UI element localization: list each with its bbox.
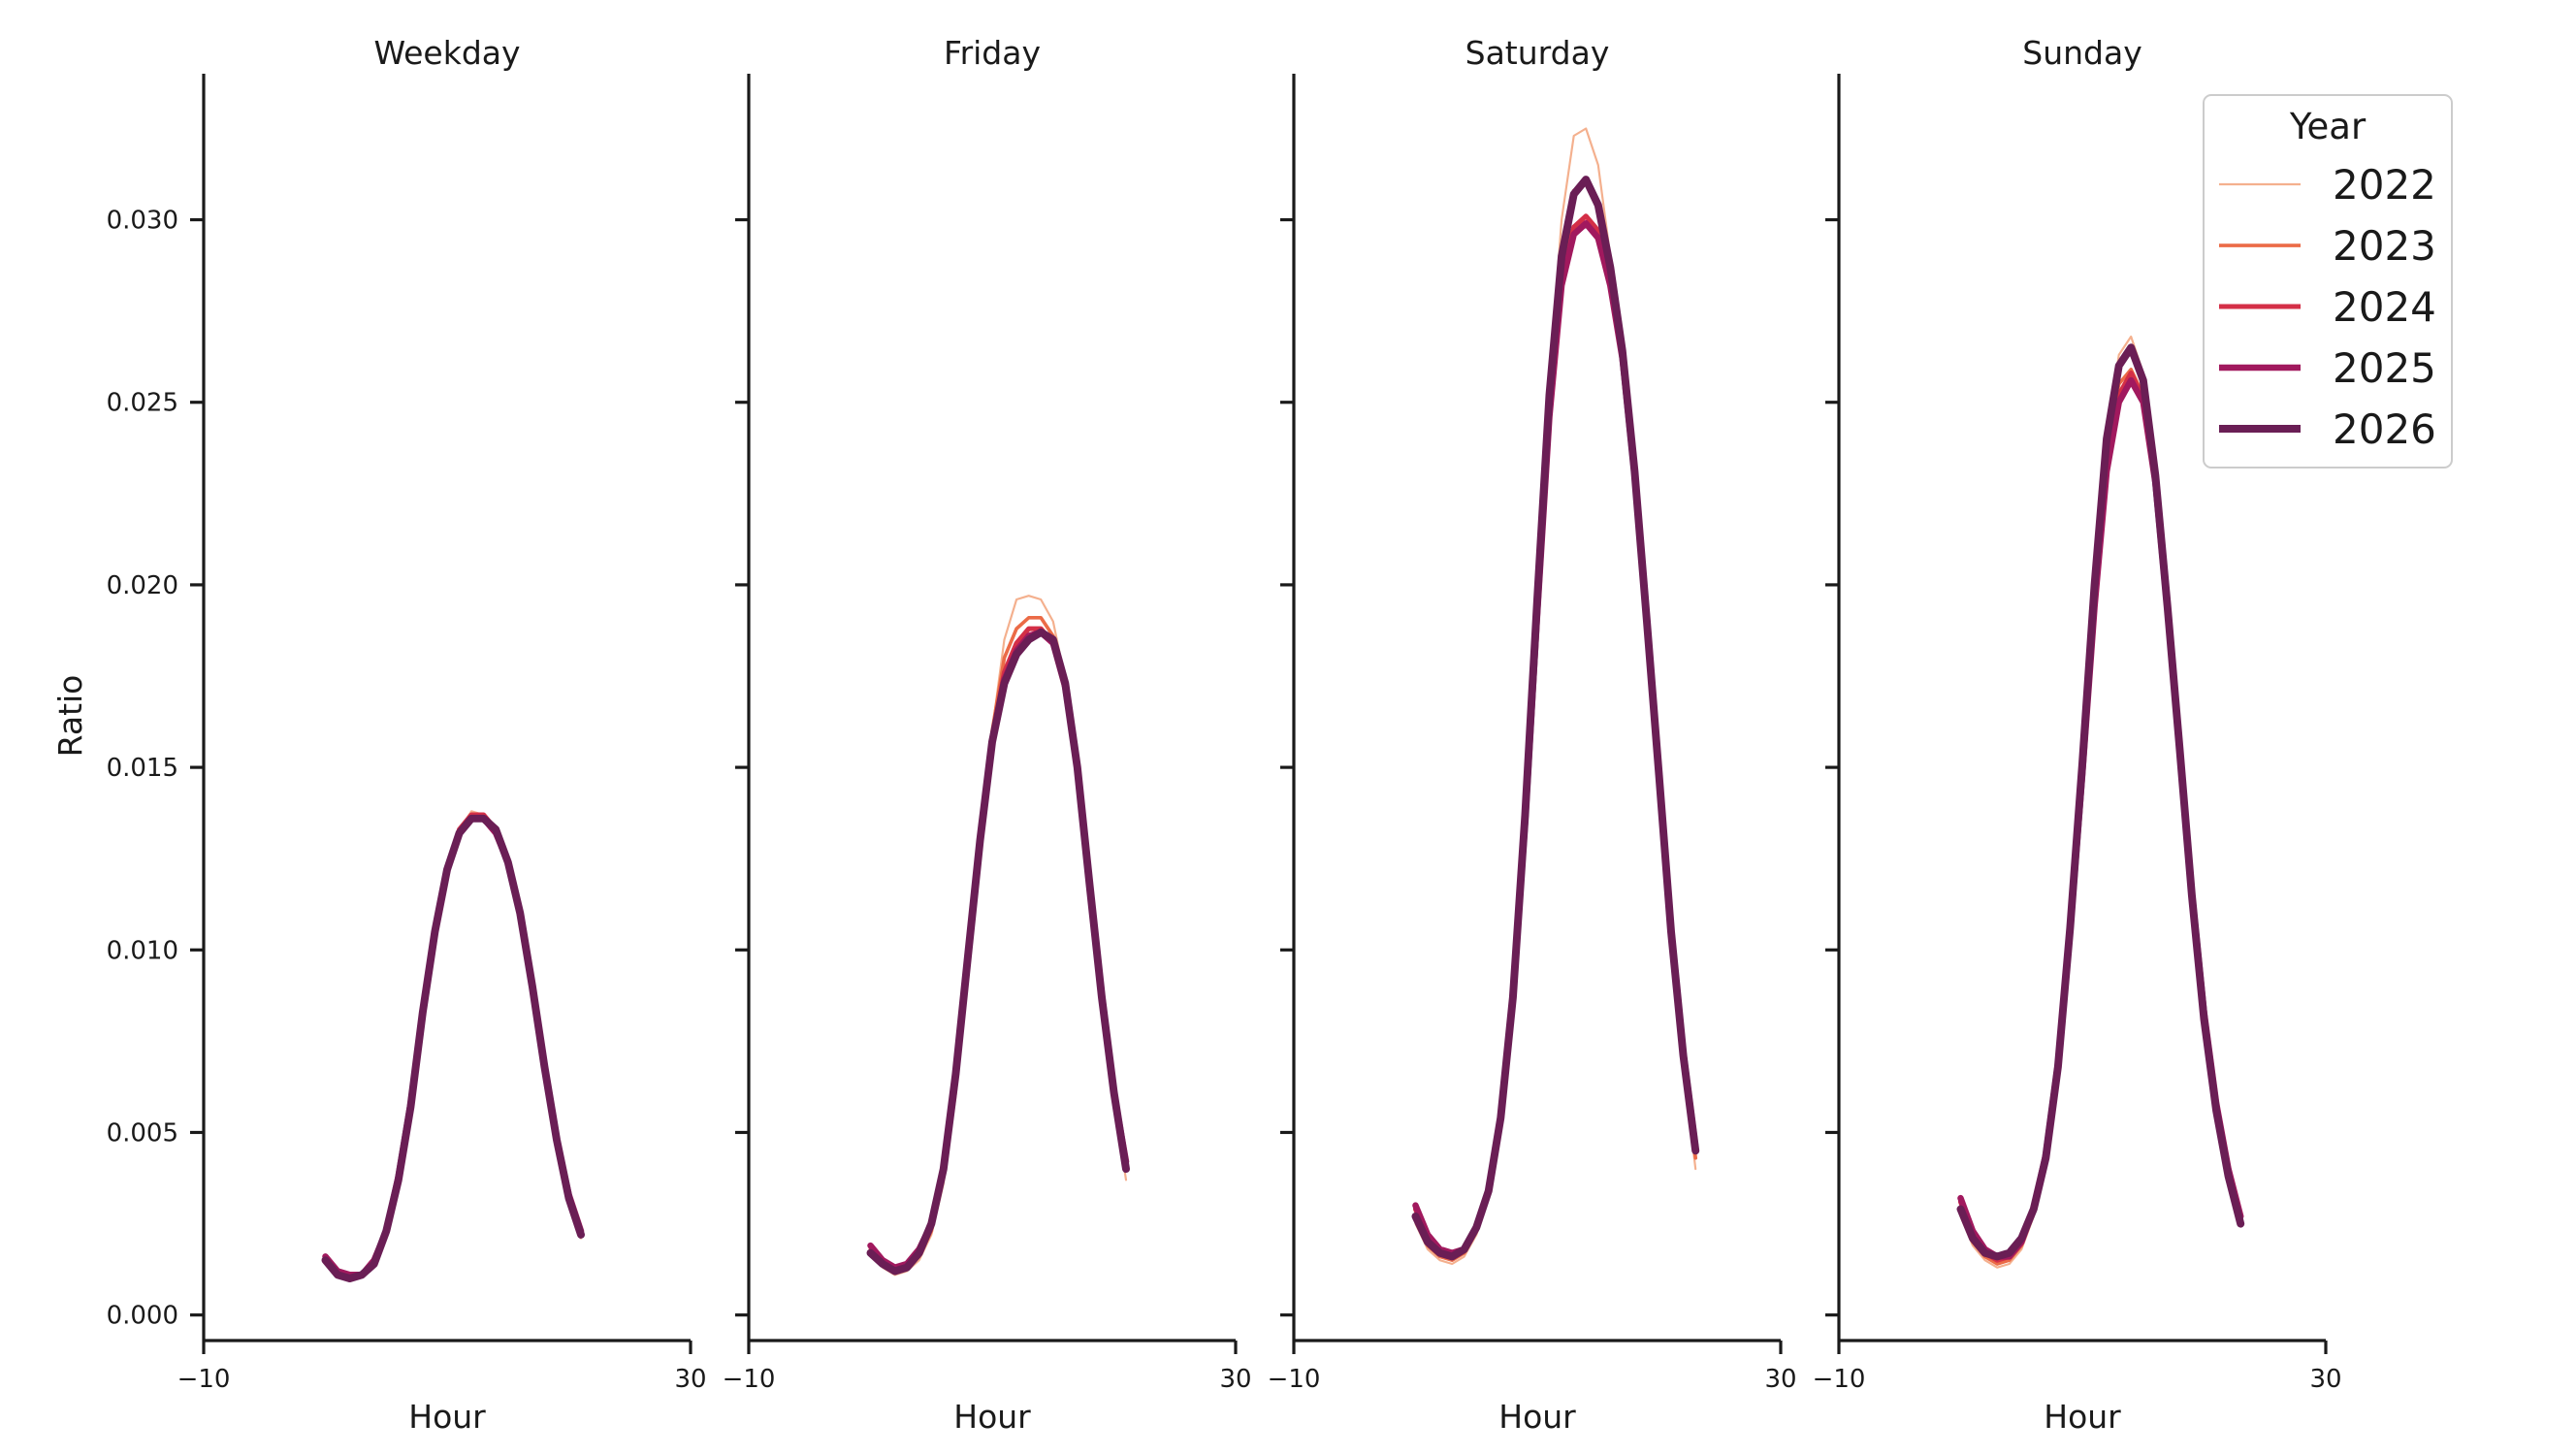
x-axis-label: Hour: [408, 1398, 486, 1436]
legend-entry-2023: 2023: [2333, 222, 2436, 270]
series-line-2026: [1411, 176, 1700, 1261]
legend-entry-2026: 2026: [2333, 405, 2436, 453]
x-axis-label: Hour: [2044, 1398, 2121, 1436]
x-axis-label: Hour: [1498, 1398, 1576, 1436]
series-line-2026: [321, 814, 585, 1282]
y-tick-label: 0.020: [107, 571, 178, 600]
y-tick-label: 0.005: [107, 1118, 178, 1148]
y-tick-label: 0.000: [107, 1302, 178, 1331]
x-axis-label: Hour: [953, 1398, 1031, 1436]
series-line-2026: [1956, 343, 2245, 1261]
panel-sunday: Sunday −10 30 Hour: [1813, 34, 2342, 1436]
y-tick-label: 0.015: [107, 754, 178, 783]
x-tick-label: −10: [1268, 1365, 1321, 1394]
panel-title: Weekday: [373, 34, 520, 72]
legend-frame: [2203, 94, 2453, 469]
panel-title: Friday: [944, 34, 1041, 72]
legend: Year 2022 2023 2024 2025 2026: [2203, 94, 2453, 469]
series-line-2026: [866, 628, 1130, 1276]
x-tick-label: −10: [177, 1365, 231, 1394]
legend-entry-2022: 2022: [2333, 161, 2436, 209]
x-tick-label: 30: [674, 1365, 706, 1394]
x-tick-label: 30: [1219, 1365, 1251, 1394]
x-tick-label: 30: [2309, 1365, 2341, 1394]
y-tick-label: 0.030: [107, 207, 178, 236]
y-tick-label: 0.025: [107, 389, 178, 418]
panel-title: Saturday: [1465, 34, 1610, 72]
panel-saturday: Saturday −10 30 Hour: [1268, 34, 1797, 1436]
panel-title: Sunday: [2022, 34, 2141, 72]
legend-title: Year: [2289, 106, 2367, 147]
panel-weekday: Weekday 0.000 0.005 0.010 0.015 0.020 0.025 0.0…: [107, 34, 707, 1436]
y-axis-label: Ratio: [51, 675, 89, 758]
legend-entry-2025: 2025: [2333, 344, 2436, 392]
y-tick-label: 0.010: [107, 936, 178, 965]
x-tick-label: −10: [1813, 1365, 1866, 1394]
x-tick-label: 30: [1764, 1365, 1796, 1394]
legend-entry-2024: 2024: [2333, 283, 2436, 331]
panel-friday: Friday −10 30 Hour: [723, 34, 1252, 1436]
panels-layer: Weekday 0.000 0.005 0.010 0.015 0.020 0.025 0.0…: [107, 34, 2342, 1436]
x-tick-label: −10: [723, 1365, 776, 1394]
